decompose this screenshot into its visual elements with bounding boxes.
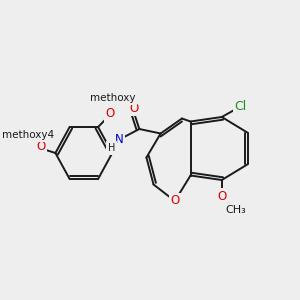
Text: O: O [129, 101, 138, 115]
Text: methoxy4: methoxy4 [2, 130, 55, 140]
Text: O: O [105, 107, 115, 120]
Text: H: H [108, 143, 116, 153]
Text: CH₃: CH₃ [226, 205, 246, 215]
Text: methoxy: methoxy [90, 93, 136, 103]
Text: N: N [115, 133, 123, 146]
Text: O: O [37, 140, 46, 154]
Text: O: O [170, 194, 179, 208]
Text: Cl: Cl [234, 100, 246, 113]
Text: O: O [217, 190, 226, 203]
